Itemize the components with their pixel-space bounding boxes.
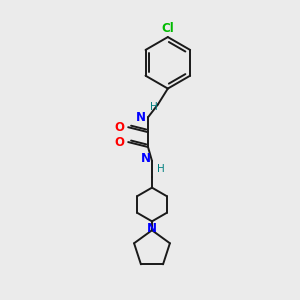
Text: Cl: Cl	[161, 22, 174, 35]
Text: H: H	[157, 164, 165, 174]
Text: O: O	[114, 136, 124, 148]
Text: N: N	[136, 111, 146, 124]
Text: O: O	[114, 121, 124, 134]
Text: N: N	[141, 152, 151, 165]
Text: H: H	[150, 102, 158, 112]
Text: N: N	[147, 222, 157, 235]
